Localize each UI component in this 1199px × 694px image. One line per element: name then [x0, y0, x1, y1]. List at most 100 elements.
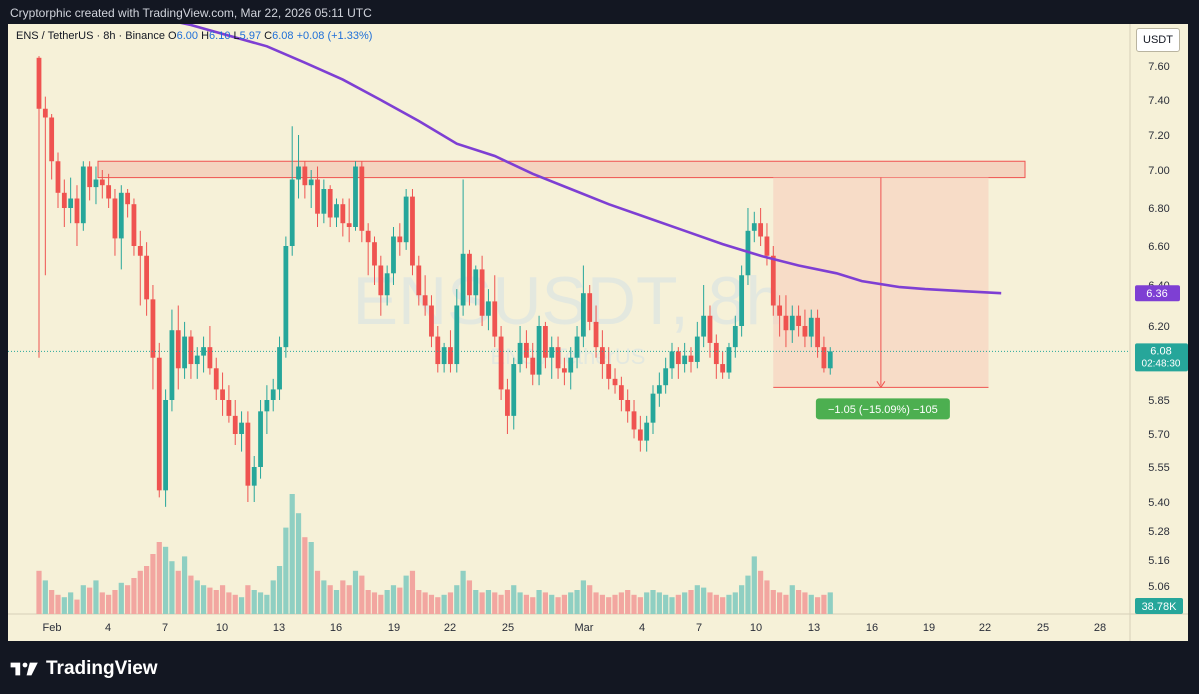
- volume-bar: [251, 590, 257, 614]
- x-tick-label: 19: [388, 622, 400, 634]
- currency-button[interactable]: USDT: [1136, 28, 1180, 52]
- candle-body: [568, 357, 574, 373]
- volume-bar: [675, 594, 681, 614]
- close-value: 6.08: [272, 30, 294, 42]
- candle-body: [359, 166, 365, 231]
- candle-body: [163, 400, 168, 491]
- candle-body: [283, 246, 289, 348]
- volume-bar: [106, 594, 112, 614]
- candle-body: [378, 265, 384, 296]
- candle-body: [410, 196, 415, 266]
- volume-bar: [403, 575, 409, 614]
- candle-body: [479, 269, 485, 316]
- volume-bar: [80, 585, 86, 614]
- countdown-text: 02:48:30: [1142, 358, 1181, 369]
- x-tick-label: 25: [502, 622, 514, 634]
- volume-bar: [650, 590, 656, 614]
- x-tick-label: 19: [923, 622, 935, 634]
- volume-bar: [802, 592, 808, 614]
- candle-body: [169, 330, 175, 400]
- candle-body: [220, 389, 225, 400]
- volume-bar: [340, 580, 346, 614]
- volume-bar: [150, 554, 156, 614]
- volume-bar: [504, 590, 511, 614]
- volume-bar: [93, 580, 99, 614]
- candle-body: [751, 223, 757, 231]
- x-tick-label: 7: [696, 622, 702, 634]
- volume-bar: [441, 594, 447, 614]
- volume-bar: [378, 594, 384, 614]
- y-tick-label: 7.40: [1148, 95, 1169, 107]
- volume-bar: [74, 599, 80, 614]
- x-tick-label: Mar: [575, 622, 594, 634]
- volume-bar: [99, 592, 105, 614]
- candle-body: [182, 336, 187, 369]
- candle-body: [580, 293, 586, 337]
- symbol-legend: ENS / TetherUS · 8h · Binance O6.00 H6.1…: [16, 30, 372, 42]
- candle-body: [429, 305, 434, 337]
- candle-body: [118, 192, 124, 239]
- candle-body: [720, 364, 726, 373]
- volume-bar: [656, 592, 662, 614]
- candle-body: [675, 351, 681, 365]
- candle-body: [55, 161, 61, 193]
- candle-body: [74, 198, 80, 224]
- candle-body: [144, 255, 150, 300]
- volume-bar: [264, 594, 270, 614]
- x-tick-label: 25: [1037, 622, 1049, 634]
- chart-frame[interactable]: ENSUSDT, 8h ENS / TetherUS −1.05 (−15.09%)…: [8, 24, 1188, 641]
- moving-average-line: [180, 24, 1002, 295]
- volume-bar: [55, 594, 61, 614]
- volume-bar: [814, 597, 821, 614]
- candle-body: [688, 355, 694, 362]
- candle-body: [770, 255, 776, 306]
- measure-label-text: −1.05 (−15.09%) −105: [828, 404, 938, 416]
- brand-name: TradingView: [46, 658, 158, 679]
- y-tick-label: 5.16: [1148, 555, 1169, 567]
- volume-bar: [371, 592, 378, 614]
- volume-bar: [644, 592, 650, 614]
- x-tick-label: 4: [639, 622, 645, 634]
- candle-body: [682, 355, 688, 365]
- candle-body: [258, 411, 263, 467]
- candle-body: [277, 347, 282, 390]
- volume-bar: [606, 597, 612, 614]
- candle-body: [296, 166, 301, 180]
- candle-body: [549, 347, 555, 358]
- y-tick-label: 5.55: [1148, 462, 1169, 474]
- volume-bar: [568, 592, 574, 614]
- volume-bar: [384, 590, 390, 614]
- volume-bar: [808, 594, 814, 614]
- volume-bar: [409, 570, 416, 614]
- candle-body: [612, 378, 618, 386]
- candle-body: [473, 269, 479, 296]
- volume-bar: [428, 594, 435, 614]
- volume-bar: [276, 566, 283, 614]
- volume-bar: [770, 590, 776, 614]
- volume-bar: [131, 578, 137, 614]
- candle-body: [264, 400, 270, 412]
- watermark-subtitle: ENS / TetherUS: [491, 344, 646, 369]
- volume-bar: [745, 575, 751, 614]
- volume-bar: [321, 580, 327, 614]
- candle-body: [777, 305, 783, 316]
- y-tick-label: 5.70: [1148, 429, 1169, 441]
- y-tick-label: 5.85: [1148, 395, 1169, 407]
- candle-body: [156, 357, 162, 491]
- last-price-text: 6.08: [1150, 345, 1171, 357]
- candle-body: [802, 326, 808, 337]
- volume-value-text: 38.78K: [1142, 601, 1178, 613]
- candle-body: [207, 347, 213, 369]
- candle-body: [372, 242, 377, 266]
- candle-body: [587, 293, 593, 322]
- volume-bar: [713, 594, 719, 614]
- volume-bar: [365, 590, 371, 614]
- volume-bar: [631, 594, 637, 614]
- volume-bar: [460, 570, 466, 614]
- x-tick-label: 16: [330, 622, 342, 634]
- candle-body: [346, 223, 352, 227]
- candle-body: [36, 57, 42, 109]
- candle-body: [827, 351, 833, 369]
- volume-bar: [720, 597, 726, 614]
